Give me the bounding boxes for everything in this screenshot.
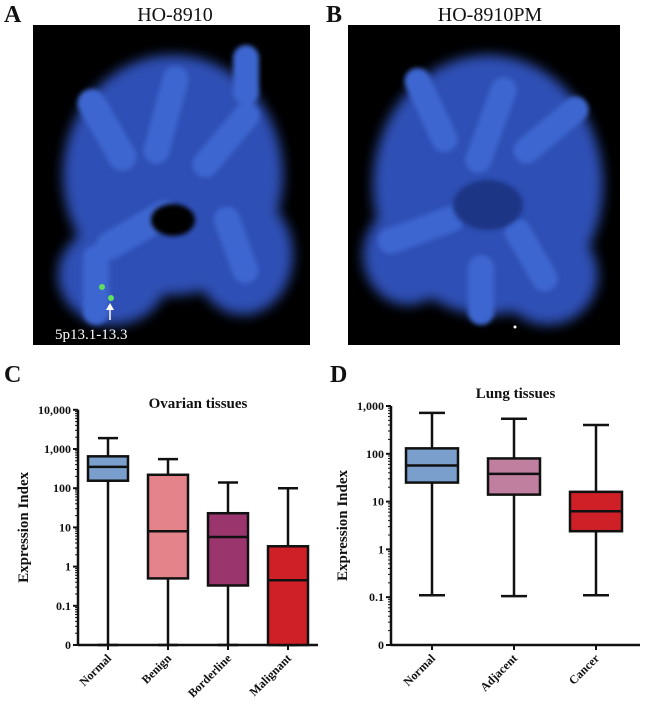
panel-d-label: D — [330, 362, 348, 388]
x-tick-label: Benign — [139, 651, 175, 687]
box-malignant — [266, 545, 310, 647]
y-tick-label: 0.1 — [56, 599, 71, 613]
metaphase-image-b — [348, 25, 620, 345]
x-tick-label: Normal — [76, 651, 114, 689]
box-adjacent — [486, 457, 542, 496]
x-tick-label: Cancer — [566, 651, 603, 688]
box-borderline — [206, 511, 250, 587]
y-tick-label: 0 — [65, 638, 71, 652]
y-tick-label: 10 — [59, 520, 71, 534]
box-benign — [146, 473, 190, 580]
y-axis-label: Expression Index — [335, 470, 351, 582]
y-tick-label: 10 — [372, 495, 384, 509]
metaphase-image-a: 5p13.1-13.3 — [33, 25, 310, 345]
y-axis-label: Expression Index — [16, 471, 32, 583]
panel-b-title: HO-8910PM — [437, 4, 543, 26]
panel-b-label: B — [326, 2, 343, 28]
y-tick-label: 1,000 — [44, 442, 71, 456]
ovarian-box-plot: Ovarian tissues Expression Index 0 0.1 1 10 10… — [16, 396, 318, 700]
y-tick-label: 100 — [53, 481, 71, 495]
fish-signal-dot — [108, 295, 114, 301]
y-tick-label: 1 — [378, 542, 384, 556]
y-tick-label: 1 — [65, 560, 71, 574]
x-tick-label: Malignant — [247, 651, 295, 699]
lung-box-plot: Lung tissues Expression Index 0 0.1 1 10 100 1,… — [335, 386, 640, 694]
y-tick-label: 0 — [378, 638, 384, 652]
x-tick-label: Adjacent — [477, 651, 520, 694]
chart-title: Lung tissues — [476, 386, 556, 402]
fish-signal-dot — [99, 284, 105, 290]
y-tick-label: 1,000 — [357, 399, 384, 413]
panel-a-title: HO-8910 — [137, 4, 213, 26]
box-normal — [86, 455, 130, 482]
x-tick-label: Borderline — [185, 651, 234, 700]
chart-title: Ovarian tissues — [149, 396, 248, 412]
locus-annotation: 5p13.1-13.3 — [55, 327, 128, 343]
panel-a-label: A — [4, 2, 22, 28]
panel-c-label: C — [4, 362, 22, 388]
x-tick-label: Normal — [400, 651, 438, 689]
y-tick-label: 10,000 — [38, 403, 71, 417]
y-tick-label: 100 — [366, 447, 384, 461]
y-tick-label: 0.1 — [369, 590, 384, 604]
